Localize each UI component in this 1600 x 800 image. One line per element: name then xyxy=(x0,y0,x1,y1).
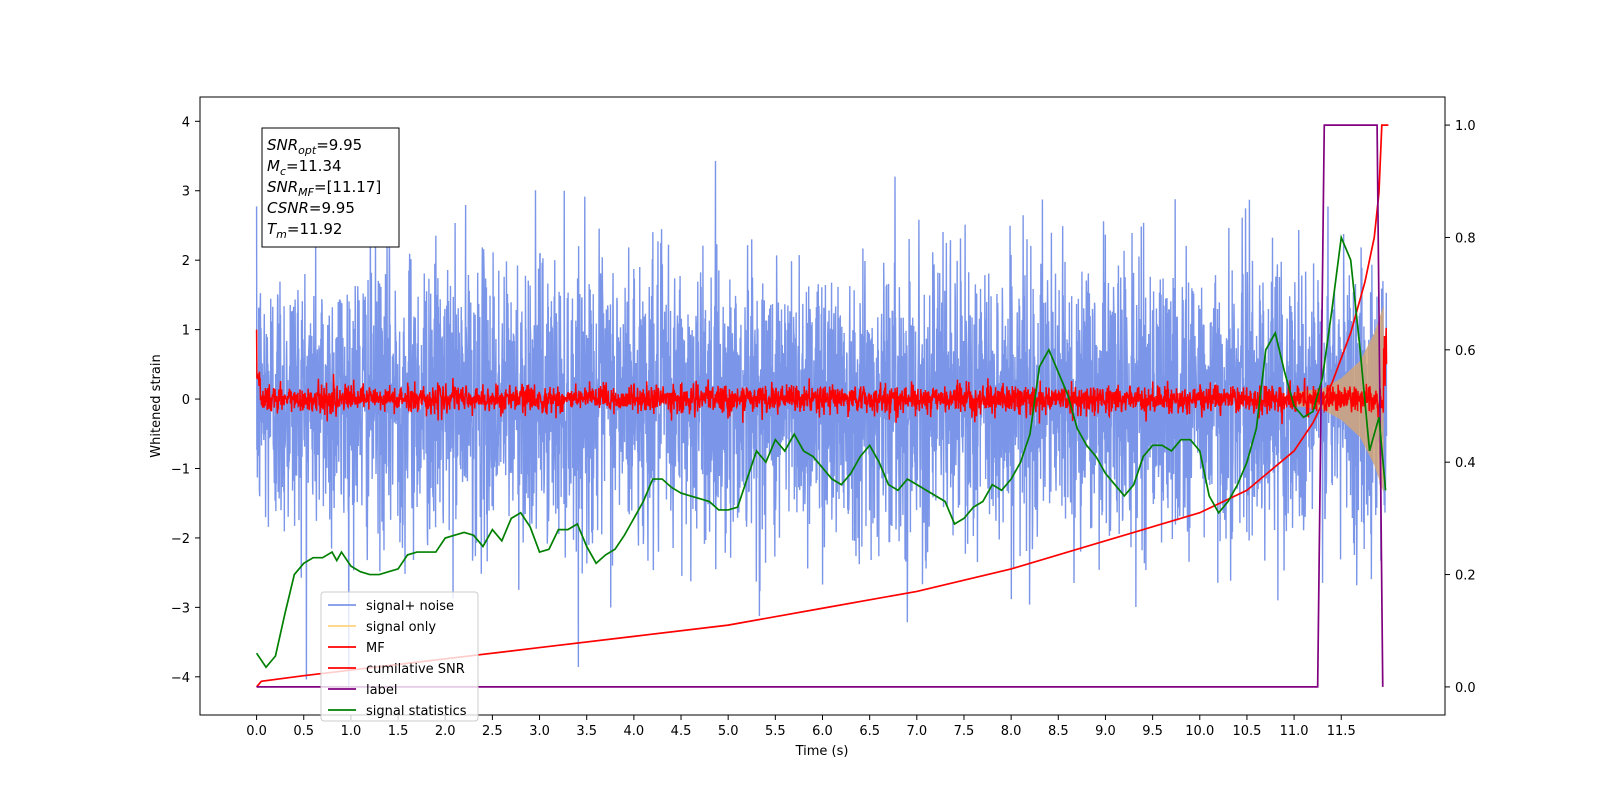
annotation-subscript: opt xyxy=(298,144,317,157)
x-tick-label: 0.5 xyxy=(293,724,314,739)
x-axis-label: Time (s) xyxy=(795,744,849,759)
legend-entry: signal+ noise xyxy=(366,599,454,614)
x-tick-label: 0.0 xyxy=(246,724,267,739)
x-tick-label: 6.0 xyxy=(812,724,833,739)
parameter-annotation-box: SNRopt=9.95Mc=11.34SNRMF=[11.17]CSNR=9.9… xyxy=(261,127,400,248)
legend-frame xyxy=(320,591,479,722)
x-tick-label: 2.5 xyxy=(482,724,503,739)
y-tick-label: −2 xyxy=(171,532,190,547)
y-tick-label: −3 xyxy=(171,601,190,616)
legend-entry: cumilative SNR xyxy=(366,662,465,677)
annotation-frame xyxy=(261,127,400,248)
x-tick-label: 11.0 xyxy=(1280,724,1309,739)
annotation-line: SNRMF=[11.17] xyxy=(267,178,381,199)
annotation-line: Mc=11.34 xyxy=(267,157,342,178)
annotation-line: SNRopt=9.95 xyxy=(267,136,362,157)
x-tick-label: 10.0 xyxy=(1185,724,1214,739)
y2-tick-label: 0.0 xyxy=(1455,681,1476,696)
x-tick-label: 5.5 xyxy=(765,724,786,739)
y-tick-label: 2 xyxy=(182,254,190,269)
legend-entry: label xyxy=(366,683,397,698)
legend: signal+ noise signal only MF cumilative SNR… xyxy=(320,591,479,722)
x-tick-label: 10.5 xyxy=(1232,724,1261,739)
y2-tick-label: 0.8 xyxy=(1455,231,1476,246)
y2-tick-label: 1.0 xyxy=(1455,119,1476,134)
annotation-symbol: CSNR xyxy=(267,199,309,217)
annotation-subscript: MF xyxy=(298,186,314,199)
x-tick-label: 5.0 xyxy=(718,724,739,739)
annotation-value: =9.95 xyxy=(309,199,355,217)
x-tick-label: 2.0 xyxy=(435,724,456,739)
annotation-value: =9.95 xyxy=(316,136,362,154)
x-tick-label: 7.5 xyxy=(954,724,975,739)
annotation-subscript: c xyxy=(280,165,286,178)
x-tick-label: 3.5 xyxy=(576,724,597,739)
annotation-symbol: SNR xyxy=(267,178,298,196)
series-label xyxy=(256,124,1384,688)
y-tick-label: −1 xyxy=(171,462,190,477)
y-tick-label: 1 xyxy=(182,324,190,339)
axes-layer: 0.0 0.5 1.0 1.5 2.0 2.5 3.0 3.5 4.0 4.5 5.0 5.5 6.0 6… xyxy=(171,115,1476,739)
x-tick-label: 1.5 xyxy=(388,724,409,739)
x-tick-label: 11.5 xyxy=(1327,724,1356,739)
series-mf xyxy=(255,327,1388,425)
x-tick-label: 8.5 xyxy=(1048,724,1069,739)
y-tick-label: 0 xyxy=(182,393,190,408)
annotation-symbol: M xyxy=(267,157,280,175)
x-tick-label: 7.0 xyxy=(906,724,927,739)
series-signal-statistics xyxy=(255,234,1387,669)
annotation-subscript: m xyxy=(276,228,287,241)
x-tick-label: 3.0 xyxy=(529,724,550,739)
x-tick-label: 8.0 xyxy=(1001,724,1022,739)
annotation-symbol: SNR xyxy=(267,136,298,154)
x-tick-label: 1.0 xyxy=(341,724,362,739)
annotation-symbol: T xyxy=(267,220,278,238)
x-tick-label: 9.0 xyxy=(1095,724,1116,739)
y-tick-label: −4 xyxy=(171,671,190,686)
x-tick-label: 4.0 xyxy=(624,724,645,739)
y2-tick-label: 0.6 xyxy=(1455,344,1476,359)
annotation-value: =[11.17] xyxy=(314,178,381,196)
x-tick-label: 6.5 xyxy=(859,724,880,739)
annotation-value: =11.34 xyxy=(286,157,342,175)
y-tick-label: 3 xyxy=(182,185,190,200)
y-tick-label: 4 xyxy=(182,115,190,130)
legend-entry: signal only xyxy=(366,620,436,635)
annotation-value: =11.92 xyxy=(287,220,343,238)
y-axis-label: Whitened strain xyxy=(149,354,164,457)
x-tick-label: 9.5 xyxy=(1142,724,1163,739)
annotation-line: CSNR=9.95 xyxy=(267,199,355,217)
legend-entry: MF xyxy=(366,641,385,656)
x-tick-label: 4.5 xyxy=(671,724,692,739)
legend-entry: signal statistics xyxy=(366,704,467,719)
y2-tick-label: 0.2 xyxy=(1455,569,1476,584)
y2-tick-label: 0.4 xyxy=(1455,456,1476,471)
annotation-line: Tm=11.92 xyxy=(267,220,342,241)
